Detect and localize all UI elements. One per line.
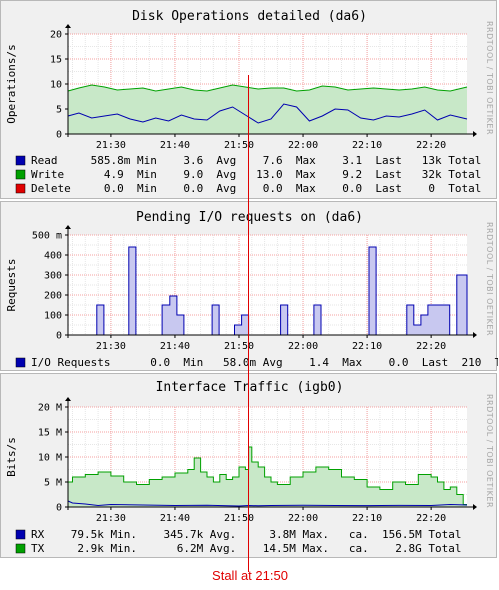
y-tick-label: 200 — [44, 291, 62, 302]
pending-io-chart: Pending I/O requests on (da6) RRDTOOL / T… — [5, 210, 498, 369]
x-tick-label: 22:10 — [352, 513, 382, 524]
y-tick-label: 500 m — [32, 231, 62, 242]
disk-operations-chart: Disk Operations detailed (da6) RRDTOOL / … — [5, 9, 494, 195]
x-tick-label: 22:20 — [416, 341, 446, 352]
y-tick-label: 5 M — [44, 478, 62, 489]
legend-entry: TX 2.9k Min. 6.2M Avg. 14.5M Max. ca. 2.… — [31, 542, 461, 555]
y-tick-label: 10 M — [38, 453, 62, 464]
legend-swatch — [15, 155, 26, 166]
legend-entry: Write 4.9 Min 9.0 Avg 13.0 Max 9.2 Last … — [31, 168, 481, 181]
y-tick-label: 5 — [56, 105, 62, 116]
x-axis-arrow — [473, 504, 477, 510]
y-axis-label: Bits/s — [5, 437, 18, 477]
x-axis-arrow — [473, 131, 477, 137]
rrdtool-credit: RRDTOOL / TOBI OETIKER — [485, 394, 494, 508]
series-line-tx — [68, 446, 467, 505]
x-tick-label: 22:10 — [352, 140, 382, 151]
x-tick-label: 21:50 — [224, 513, 254, 524]
x-tick-label: 22:20 — [416, 140, 446, 151]
y-tick-label: 0 — [56, 331, 62, 342]
rrdtool-credit: RRDTOOL / TOBI OETIKER — [485, 21, 494, 135]
x-tick-label: 21:40 — [160, 140, 190, 151]
y-tick-label: 400 — [44, 251, 62, 262]
legend-swatch — [15, 543, 26, 554]
y-tick-label: 10 — [50, 80, 62, 91]
x-tick-label: 21:30 — [96, 341, 126, 352]
x-tick-label: 22:00 — [288, 140, 318, 151]
x-tick-label: 22:00 — [288, 341, 318, 352]
legend-entry: Delete 0.0 Min 0.0 Avg 0.0 Max 0.0 Last … — [31, 182, 481, 195]
chart-title: Pending I/O requests on (da6) — [136, 210, 363, 225]
legend-entry: I/O Requests 0.0 Min 58.0m Avg 1.4 Max 0… — [31, 356, 498, 369]
y-axis-arrow — [65, 24, 71, 28]
legend-swatch — [15, 529, 26, 540]
y-axis-arrow — [65, 397, 71, 401]
x-tick-label: 21:50 — [224, 341, 254, 352]
y-tick-label: 0 — [56, 130, 62, 141]
legend-swatch — [15, 357, 26, 368]
legend-entry: RX 79.5k Min. 345.7k Avg. 3.8M Max. ca. … — [31, 528, 461, 541]
x-tick-label: 21:30 — [96, 513, 126, 524]
y-axis-label: Requests — [5, 259, 18, 312]
y-tick-label: 15 M — [38, 428, 62, 439]
series-area-write — [68, 85, 467, 134]
pending-io-panel: Pending I/O requests on (da6) RRDTOOL / T… — [0, 201, 498, 371]
y-tick-label: 20 M — [38, 403, 62, 414]
x-tick-label: 22:20 — [416, 513, 446, 524]
y-axis-arrow — [65, 225, 71, 229]
interface-traffic-chart: Interface Traffic (igb0) RRDTOOL / TOBI O… — [5, 380, 494, 555]
series-area-i-o-requests — [68, 247, 467, 335]
y-axis-label: Operations/s — [5, 44, 18, 123]
legend-entry: Read 585.8m Min 3.6 Avg 7.6 Max 3.1 Last… — [31, 154, 481, 167]
series-line-read — [67, 103, 468, 124]
x-tick-label: 22:00 — [288, 513, 318, 524]
x-tick-label: 21:50 — [224, 140, 254, 151]
x-tick-label: 22:10 — [352, 341, 382, 352]
stall-annotation: Stall at 21:50 — [212, 568, 288, 583]
x-tick-label: 21:40 — [160, 341, 190, 352]
x-tick-label: 21:30 — [96, 140, 126, 151]
stall-marker-line — [248, 75, 249, 572]
chart-title: Disk Operations detailed (da6) — [132, 9, 367, 24]
y-tick-label: 0 — [56, 503, 62, 514]
disk-operations-panel: Disk Operations detailed (da6) RRDTOOL / … — [0, 0, 497, 199]
x-axis-arrow — [473, 332, 477, 338]
y-tick-label: 300 — [44, 271, 62, 282]
legend-swatch — [15, 183, 26, 194]
y-tick-label: 100 — [44, 311, 62, 322]
series-line-write — [67, 84, 468, 92]
chart-title: Interface Traffic (igb0) — [156, 380, 344, 395]
y-tick-label: 20 — [50, 30, 62, 41]
legend-swatch — [15, 169, 26, 180]
rrdtool-credit: RRDTOOL / TOBI OETIKER — [485, 222, 494, 336]
y-tick-label: 15 — [50, 55, 62, 66]
x-tick-label: 21:40 — [160, 513, 190, 524]
